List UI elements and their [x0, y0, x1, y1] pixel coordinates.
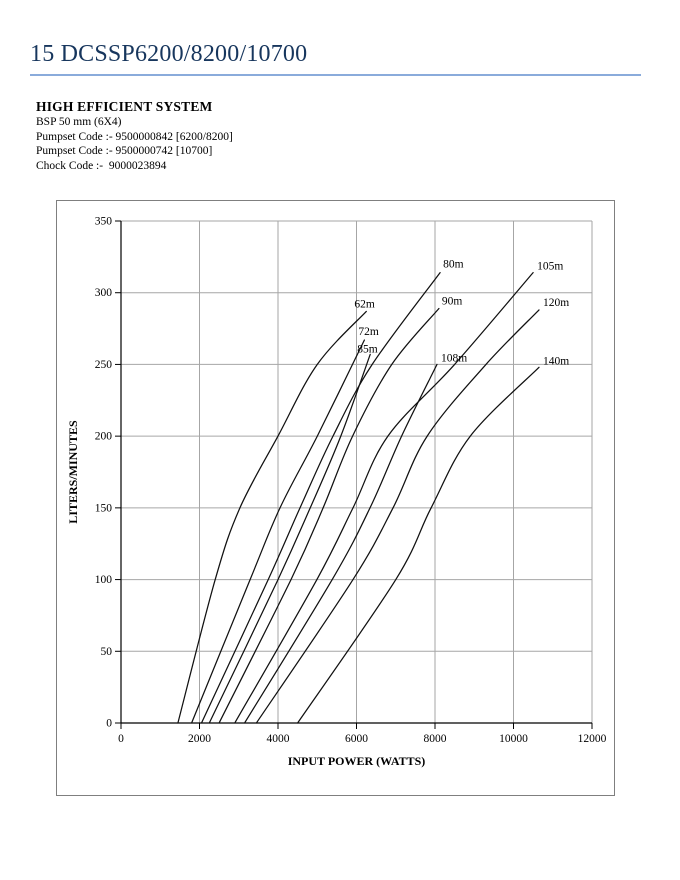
y-tick-label-100: 100 [95, 574, 113, 586]
spec-block: BSP 50 mm (6X4) Pumpset Code :- 95000008… [36, 115, 233, 174]
x-tick-label-4000: 4000 [267, 733, 290, 745]
curve-label-85m: 85m [357, 343, 378, 355]
chart-frame: 0 50 100 150 200 250 300 350 0 2000 4000 6000 8000 10… [56, 200, 615, 796]
curve-label-105m: 105m [537, 261, 563, 273]
y-tick-label-250: 250 [95, 359, 113, 371]
x-tick-label-0: 0 [118, 733, 124, 745]
curve-120m [255, 309, 540, 724]
curve-label-90m: 90m [442, 295, 463, 307]
curve-label-140m: 140m [543, 355, 569, 367]
curve-85m [208, 353, 371, 724]
curve-90m [218, 307, 440, 724]
curve-label-62m: 62m [354, 298, 375, 310]
curve-label-120m: 120m [543, 297, 569, 309]
curve-80m [200, 271, 441, 724]
x-tick-label-8000: 8000 [424, 733, 447, 745]
y-tick-label-200: 200 [95, 431, 113, 443]
title-rule [30, 74, 641, 76]
y-tick-label-300: 300 [95, 287, 113, 299]
curve-label-108m: 108m [441, 352, 467, 364]
pump-performance-chart: 0 50 100 150 200 250 300 350 0 2000 4000 6000 8000 10… [66, 216, 607, 769]
curve-108m [243, 363, 438, 724]
curve-label-72m: 72m [358, 326, 379, 338]
y-tick-label-50: 50 [101, 646, 113, 658]
spec-line-pumpset-code-1: Pumpset Code :- 9500000842 [6200/8200] [36, 130, 233, 143]
y-tick-label-150: 150 [95, 502, 113, 514]
spec-line-chock-code: Chock Code :- 9000023894 [36, 160, 167, 173]
page-title: 15 DCSSP6200/8200/10700 [30, 41, 308, 67]
section-heading: HIGH EFFICIENT SYSTEM [36, 99, 213, 114]
y-axis-title: LITERS/MINUTES [66, 420, 80, 524]
x-tick-label-2000: 2000 [188, 733, 211, 745]
curve-140m [296, 366, 540, 724]
y-tick-label-350: 350 [95, 216, 113, 228]
x-tick-label-6000: 6000 [345, 733, 368, 745]
curve-62m [177, 310, 367, 724]
x-axis-title: INPUT POWER (WATTS) [288, 754, 426, 768]
curve-72m [190, 339, 366, 724]
x-tick-label-12000: 12000 [578, 733, 607, 745]
y-tick-label-0: 0 [106, 718, 112, 730]
x-tick-label-10000: 10000 [499, 733, 528, 745]
spec-line-pumpset-code-2: Pumpset Code :- 9500000742 [10700] [36, 145, 213, 158]
curve-105m [234, 271, 534, 724]
spec-line-bsp: BSP 50 mm (6X4) [36, 116, 122, 128]
curve-label-80m: 80m [443, 259, 464, 271]
